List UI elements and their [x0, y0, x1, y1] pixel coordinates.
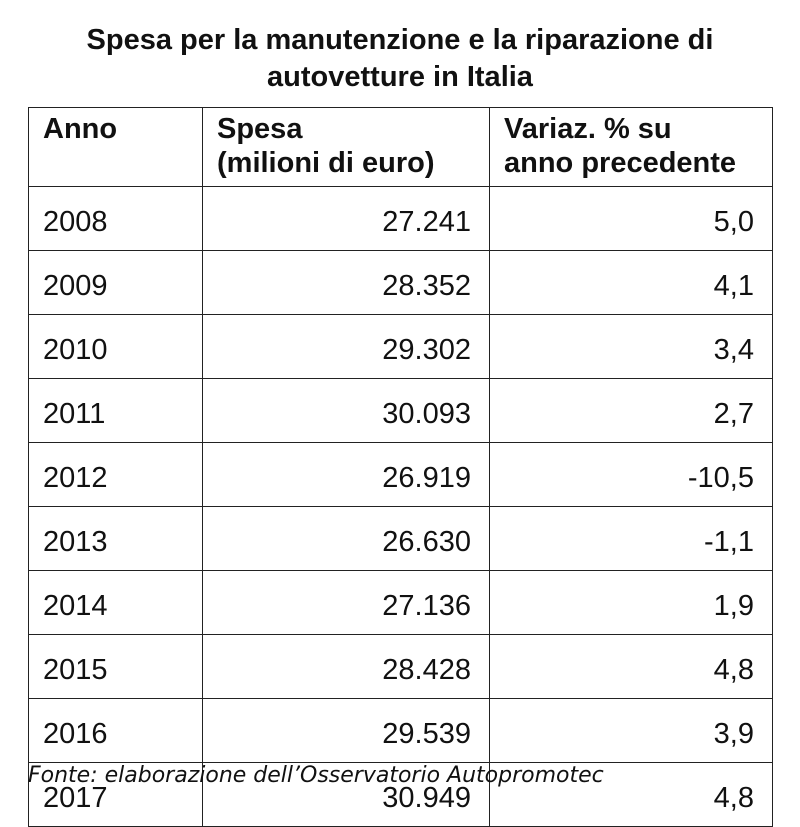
- cell-spesa: 27.136: [202, 570, 490, 635]
- header-variazione: Variaz. % su anno precedente: [489, 107, 773, 187]
- cell-spesa: 29.302: [202, 314, 490, 379]
- table-row: 2010 29.302 3,4: [28, 314, 773, 379]
- header-anno-label: Anno: [43, 113, 118, 145]
- cell-year: 2010: [28, 314, 203, 379]
- cell-spesa: 27.241: [202, 186, 490, 251]
- header-spesa-line-2: (milioni di euro): [217, 147, 435, 179]
- cell-variazione: -1,1: [489, 506, 773, 571]
- table-row: 2011 30.093 2,7: [28, 378, 773, 443]
- cell-spesa: 30.093: [202, 378, 490, 443]
- table-row: 2012 26.919 -10,5: [28, 442, 773, 507]
- cell-variazione: 1,9: [489, 570, 773, 635]
- header-variazione-line-2: anno precedente: [504, 147, 737, 179]
- table-title: Spesa per la manutenzione e la riparazio…: [0, 22, 800, 96]
- cell-spesa: 28.352: [202, 250, 490, 315]
- cell-year: 2009: [28, 250, 203, 315]
- table-row: 2014 27.136 1,9: [28, 570, 773, 635]
- cell-spesa: 29.539: [202, 698, 490, 763]
- table-title-line-2: autovetture in Italia: [267, 61, 533, 93]
- cell-variazione: 5,0: [489, 186, 773, 251]
- table-row: 2013 26.630 -1,1: [28, 506, 773, 571]
- cell-spesa: 28.428: [202, 634, 490, 699]
- header-variazione-line-1: Variaz. % su: [504, 113, 672, 145]
- table-row: 2016 29.539 3,9: [28, 698, 773, 763]
- cell-spesa: 30.949: [202, 762, 490, 827]
- cell-year: 2014: [28, 570, 203, 635]
- cell-year: 2016: [28, 698, 203, 763]
- table-header: Anno Spesa (milioni di euro) Variaz. % s…: [28, 107, 773, 187]
- cell-variazione: 3,4: [489, 314, 773, 379]
- cell-year: 2011: [28, 378, 203, 443]
- cell-year: 2015: [28, 634, 203, 699]
- cell-variazione: -10,5: [489, 442, 773, 507]
- cell-variazione: 4,1: [489, 250, 773, 315]
- source-note: Fonte: elaborazione dell’Osservatorio Au…: [28, 763, 604, 788]
- cell-variazione: 3,9: [489, 698, 773, 763]
- data-table: Anno Spesa (milioni di euro) Variaz. % s…: [28, 107, 773, 827]
- cell-year: 2012: [28, 442, 203, 507]
- table-title-line-1: Spesa per la manutenzione e la riparazio…: [86, 24, 714, 56]
- header-spesa-line-1: Spesa: [217, 113, 303, 145]
- cell-spesa: 26.630: [202, 506, 490, 571]
- cell-variazione: 2,7: [489, 378, 773, 443]
- cell-variazione: 4,8: [489, 634, 773, 699]
- table-row: 2009 28.352 4,1: [28, 250, 773, 315]
- header-spesa: Spesa (milioni di euro): [202, 107, 490, 187]
- cell-year: 2008: [28, 186, 203, 251]
- cell-year: 2013: [28, 506, 203, 571]
- cell-year: 2017: [28, 762, 203, 827]
- cell-spesa: 26.919: [202, 442, 490, 507]
- header-anno: Anno: [28, 107, 203, 187]
- table-row: 2017 30.949 4,8: [28, 762, 773, 827]
- header-row: Anno Spesa (milioni di euro) Variaz. % s…: [28, 107, 773, 187]
- table-body: 2008 27.241 5,0 2009 28.352 4,1 2010 29.…: [28, 186, 773, 827]
- table-row: 2015 28.428 4,8: [28, 634, 773, 699]
- cell-variazione: 4,8: [489, 762, 773, 827]
- table-row: 2008 27.241 5,0: [28, 186, 773, 251]
